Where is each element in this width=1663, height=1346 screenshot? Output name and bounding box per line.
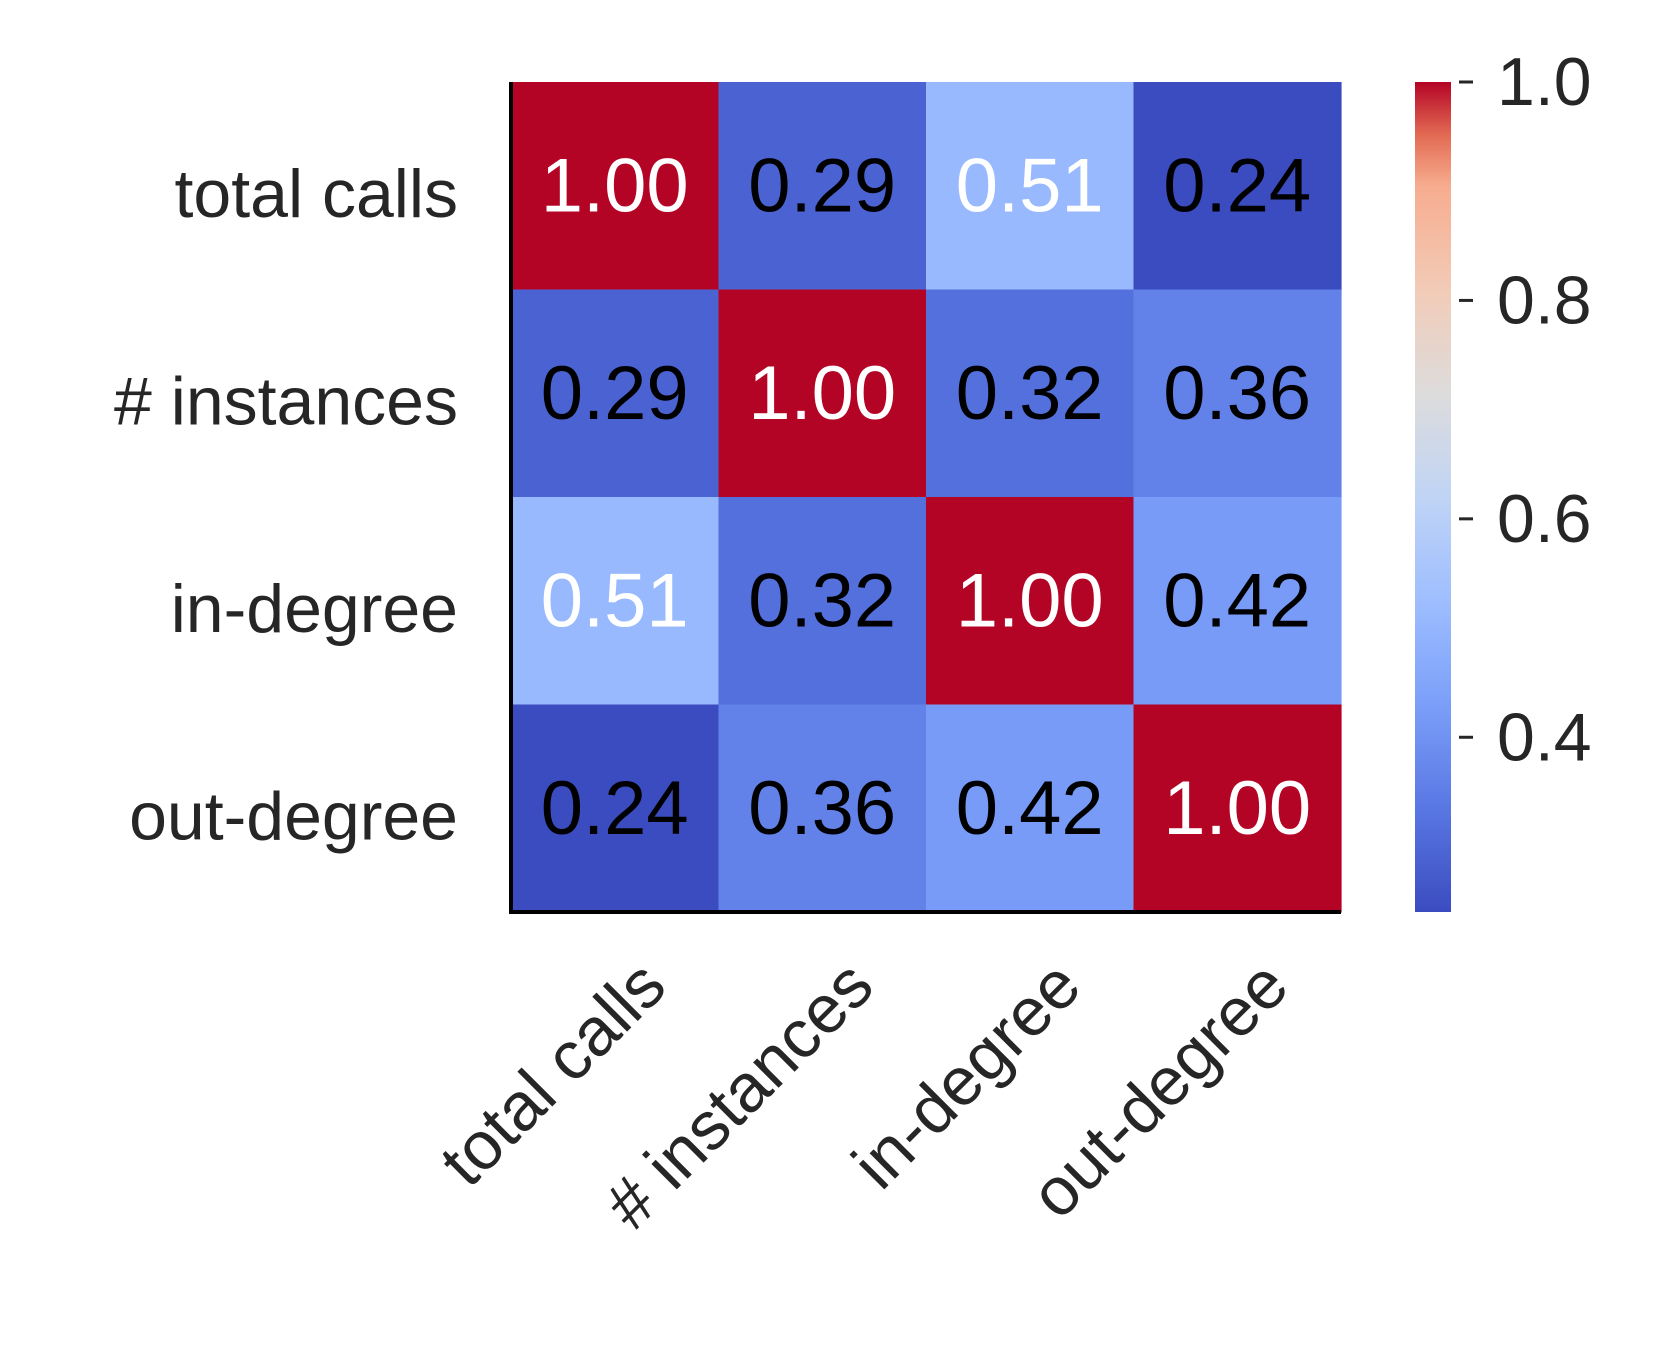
y-tick-label-out-degree: out-degree bbox=[129, 778, 458, 854]
colorbar-tick-label: 1.0 bbox=[1497, 44, 1592, 120]
heatmap-cell-r0-c0 bbox=[511, 82, 720, 291]
y-tick-label-total-calls: total calls bbox=[175, 156, 458, 232]
colorbar-gradient bbox=[1415, 82, 1451, 912]
cell-value-label-r1-c0: 0.29 bbox=[541, 351, 689, 436]
heatmap-cell-r0-c1 bbox=[718, 82, 927, 291]
heatmap-cell-r1-c1 bbox=[718, 289, 927, 498]
heatmap-cell-r2-c3 bbox=[1133, 497, 1342, 706]
cell-value-label-r0-c1: 0.29 bbox=[748, 143, 896, 228]
cell-value-label-r2-c2: 1.00 bbox=[956, 558, 1104, 643]
colorbar-tick-label: 0.6 bbox=[1497, 481, 1592, 557]
cell-value-label-r1-c2: 0.32 bbox=[956, 351, 1104, 436]
heatmap-cell-r1-c3 bbox=[1133, 289, 1342, 498]
colorbar-tick-label: 0.4 bbox=[1497, 699, 1592, 775]
heatmap-cell-r3-c2 bbox=[926, 704, 1135, 913]
heatmap-cell-r1-c0 bbox=[511, 289, 720, 498]
y-tick-label-instances: # instances bbox=[114, 363, 458, 439]
colorbar-ticks: 0.4 0.6 0.8 1.0 bbox=[1459, 44, 1592, 775]
cell-value-label-r3-c2: 0.42 bbox=[956, 766, 1104, 851]
heatmap-cell-r3-c1 bbox=[718, 704, 927, 913]
heatmap-cells bbox=[511, 82, 1342, 913]
y-tick-label-in-degree: in-degree bbox=[171, 571, 458, 647]
cell-value-label-r3-c3: 1.00 bbox=[1163, 766, 1311, 851]
heatmap-cell-r3-c0 bbox=[511, 704, 720, 913]
x-tick-labels: total calls# instancesin-degreeout-degre… bbox=[426, 946, 1303, 1243]
cell-value-label-r0-c3: 0.24 bbox=[1163, 143, 1311, 228]
cell-value-label-r2-c3: 0.42 bbox=[1163, 558, 1311, 643]
heatmap-cell-r0-c2 bbox=[926, 82, 1135, 291]
colorbar-tick-label: 0.8 bbox=[1497, 262, 1592, 338]
cell-value-label-r1-c3: 0.36 bbox=[1163, 351, 1311, 436]
cell-value-label-r1-c1: 1.00 bbox=[748, 351, 896, 436]
heatmap-cell-r2-c1 bbox=[718, 497, 927, 706]
cell-value-label-r2-c1: 0.32 bbox=[748, 558, 896, 643]
heatmap-cell-r2-c2 bbox=[926, 497, 1135, 706]
heatmap-cell-r1-c2 bbox=[926, 289, 1135, 498]
cell-value-label-r0-c2: 0.51 bbox=[956, 143, 1104, 228]
heatmap-cell-r3-c3 bbox=[1133, 704, 1342, 913]
heatmap-cell-r2-c0 bbox=[511, 497, 720, 706]
cell-value-label-r3-c0: 0.24 bbox=[541, 766, 689, 851]
heatmap-cell-r0-c3 bbox=[1133, 82, 1342, 291]
y-tick-labels: total calls # instances in-degree out-degre… bbox=[114, 156, 458, 855]
colorbar: 0.4 0.6 0.8 1.0 bbox=[1415, 44, 1592, 912]
cell-value-label-r3-c1: 0.36 bbox=[748, 766, 896, 851]
heatmap-annotations: 1.00 0.29 0.51 0.24 0.29 1.00 0.32 0.36 0.51 0.32… bbox=[541, 143, 1311, 851]
cell-value-label-r0-c0: 1.00 bbox=[541, 143, 689, 228]
cell-value-label-r2-c0: 0.51 bbox=[541, 558, 689, 643]
